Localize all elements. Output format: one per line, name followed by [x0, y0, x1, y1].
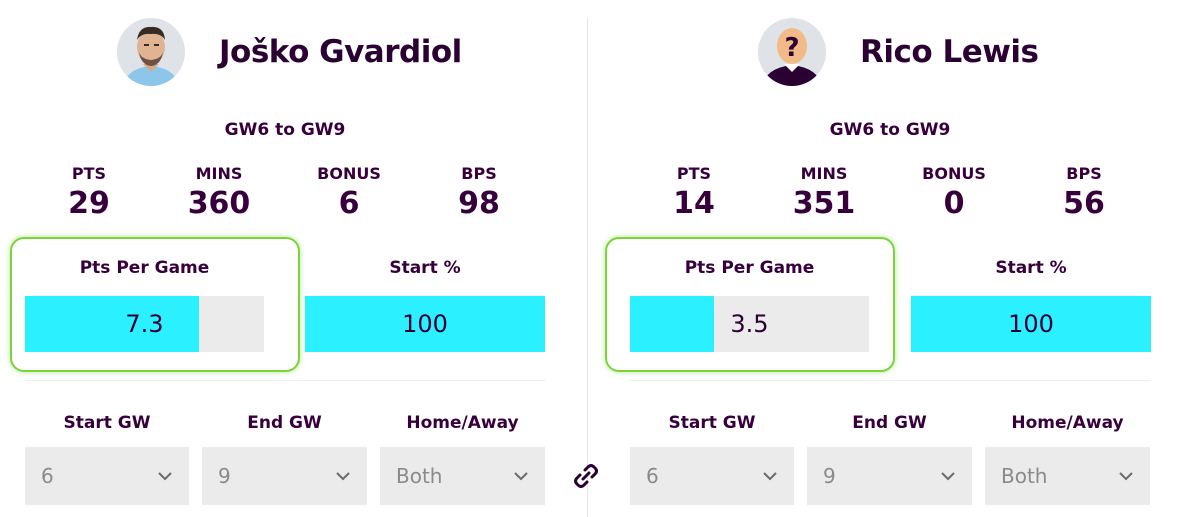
home-away-label: Home/Away [1011, 413, 1124, 433]
start-pct-bar: 100 [911, 296, 1151, 352]
stat-value: 56 [1063, 186, 1105, 221]
pts-per-game-value: 7.3 [125, 310, 164, 338]
end-gw-label: End GW [247, 413, 322, 433]
stat-value: 0 [943, 186, 965, 221]
end-gw-label: End GW [852, 413, 927, 433]
home-away-value: Both [1001, 464, 1048, 488]
start-gw-select[interactable]: 6 [630, 447, 794, 505]
player-header: Joško Gvardiol [117, 14, 462, 90]
stat-label: PTS [676, 164, 712, 183]
stat-label: BONUS [317, 164, 381, 183]
highlight-outline [605, 237, 895, 372]
start-pct-value: 100 [1008, 310, 1054, 338]
section-divider [630, 380, 1150, 381]
start-gw-value: 6 [646, 464, 659, 488]
stat-pts: PTS 29 [29, 164, 149, 221]
stat-pts: PTS 14 [634, 164, 754, 221]
start-pct-label: Start % [389, 258, 461, 278]
start-gw-label: Start GW [63, 413, 151, 433]
stat-label: PTS [71, 164, 107, 183]
stat-value: 6 [338, 186, 360, 221]
stat-value: 360 [187, 186, 251, 221]
start-gw-value: 6 [41, 464, 54, 488]
gameweek-range: GW6 to GW9 [829, 120, 951, 140]
start-pct-bar: 100 [305, 296, 545, 352]
start-gw-select[interactable]: 6 [25, 447, 189, 505]
start-pct-label: Start % [995, 258, 1067, 278]
stat-label: BPS [1066, 164, 1102, 183]
link-icon[interactable] [570, 460, 602, 492]
player-photo-icon [117, 18, 185, 86]
chevron-down-icon [514, 472, 528, 481]
pts-per-game-value: 3.5 [730, 310, 769, 338]
end-gw-select[interactable]: 9 [807, 447, 972, 505]
end-gw-value: 9 [823, 464, 836, 488]
pts-per-game-label: Pts Per Game [79, 258, 210, 278]
home-away-label: Home/Away [406, 413, 519, 433]
end-gw-value: 9 [218, 464, 231, 488]
stat-mins: MINS 360 [159, 164, 279, 221]
chevron-down-icon [158, 472, 172, 481]
stat-value: 29 [68, 186, 110, 221]
gameweek-range: GW6 to GW9 [224, 120, 346, 140]
stat-bonus: BONUS 6 [289, 164, 409, 221]
home-away-value: Both [396, 464, 443, 488]
unknown-player-mark: ? [784, 33, 799, 63]
player-panel-right: ? Rico Lewis GW6 to GW9 PTS 14 MINS 351 … [605, 0, 1165, 517]
chevron-down-icon [763, 472, 777, 481]
chevron-down-icon [1119, 472, 1133, 481]
stat-value: 351 [792, 186, 856, 221]
pts-per-game-label: Pts Per Game [684, 258, 815, 278]
stat-label: BONUS [922, 164, 986, 183]
stat-value: 14 [673, 186, 715, 221]
start-pct-bar-fill [305, 296, 545, 352]
stat-mins: MINS 351 [764, 164, 884, 221]
highlight-outline [10, 237, 300, 372]
section-divider [25, 380, 545, 381]
start-gw-label: Start GW [668, 413, 756, 433]
start-pct-bar-fill [911, 296, 1151, 352]
stat-label: MINS [195, 164, 243, 183]
start-pct-value: 100 [402, 310, 448, 338]
chevron-down-icon [941, 472, 955, 481]
stat-bonus: BONUS 0 [894, 164, 1014, 221]
pts-per-game-bar-fill [25, 296, 200, 352]
stat-label: MINS [800, 164, 848, 183]
home-away-select[interactable]: Both [380, 447, 545, 505]
player-header: ? Rico Lewis [758, 14, 1039, 90]
pts-per-game-bar: 7.3 [25, 296, 264, 352]
end-gw-select[interactable]: 9 [202, 447, 367, 505]
pts-per-game-bar: 3.5 [630, 296, 869, 352]
player-name: Rico Lewis [860, 34, 1039, 70]
stat-bps: BPS 56 [1024, 164, 1144, 221]
pts-per-game-bar-fill [630, 296, 714, 352]
home-away-select[interactable]: Both [985, 447, 1150, 505]
stat-label: BPS [461, 164, 497, 183]
chevron-down-icon [336, 472, 350, 481]
unknown-player-icon: ? [758, 18, 826, 86]
player-panel-left: Joško Gvardiol GW6 to GW9 PTS 29 MINS 36… [0, 0, 560, 517]
stat-value: 98 [458, 186, 500, 221]
stat-bps: BPS 98 [419, 164, 539, 221]
panel-divider [587, 18, 588, 517]
player-name: Joško Gvardiol [219, 34, 462, 70]
